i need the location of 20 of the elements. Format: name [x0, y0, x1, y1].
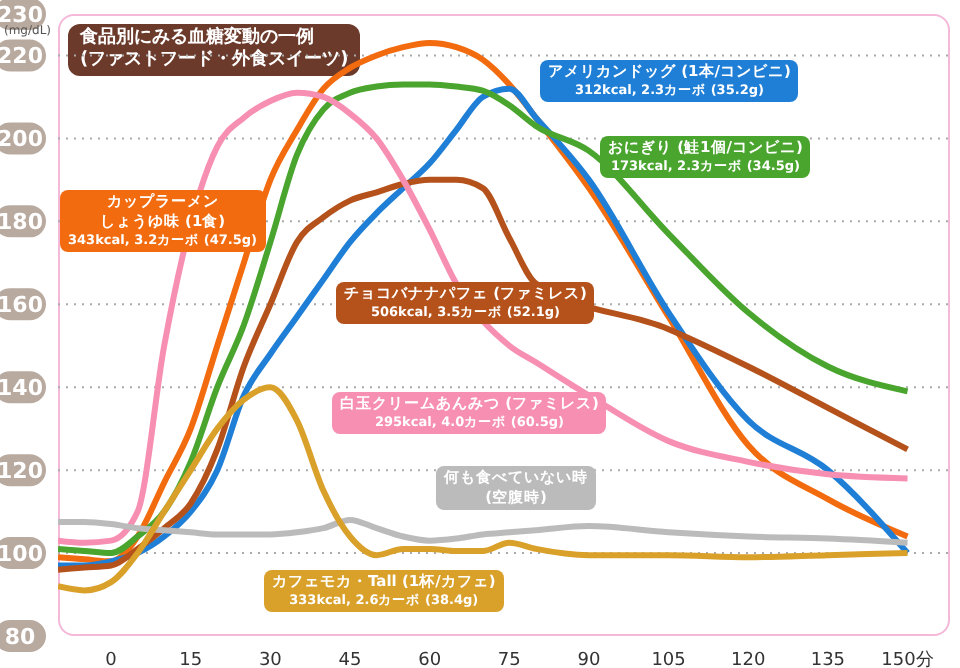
line-series	[58, 176, 911, 573]
x-tick-label: 15	[179, 650, 203, 668]
x-tick-label: 135	[810, 650, 846, 668]
y-tick-label: 160	[0, 292, 44, 319]
x-tick-label: 30	[258, 650, 283, 668]
x-tick-label: 60	[418, 650, 442, 668]
x-tick-label: 105	[651, 650, 686, 668]
y-tick-label: 100	[0, 541, 44, 568]
x-tick-label: 75	[497, 650, 521, 668]
x-tick-label: 0	[105, 650, 118, 668]
y-tick-label: 120	[0, 458, 44, 485]
x-tick-label: 45	[338, 650, 362, 668]
x-tick-label: 150分	[881, 648, 934, 668]
y-tick-label: 180	[0, 209, 44, 236]
y-tick-label: 80	[4, 624, 36, 650]
x-tick-label: 90	[577, 650, 601, 668]
line-series	[58, 516, 911, 546]
x-tick-label: 120	[731, 650, 766, 668]
y-tick-label: 140	[0, 375, 44, 402]
line-series	[58, 384, 911, 594]
